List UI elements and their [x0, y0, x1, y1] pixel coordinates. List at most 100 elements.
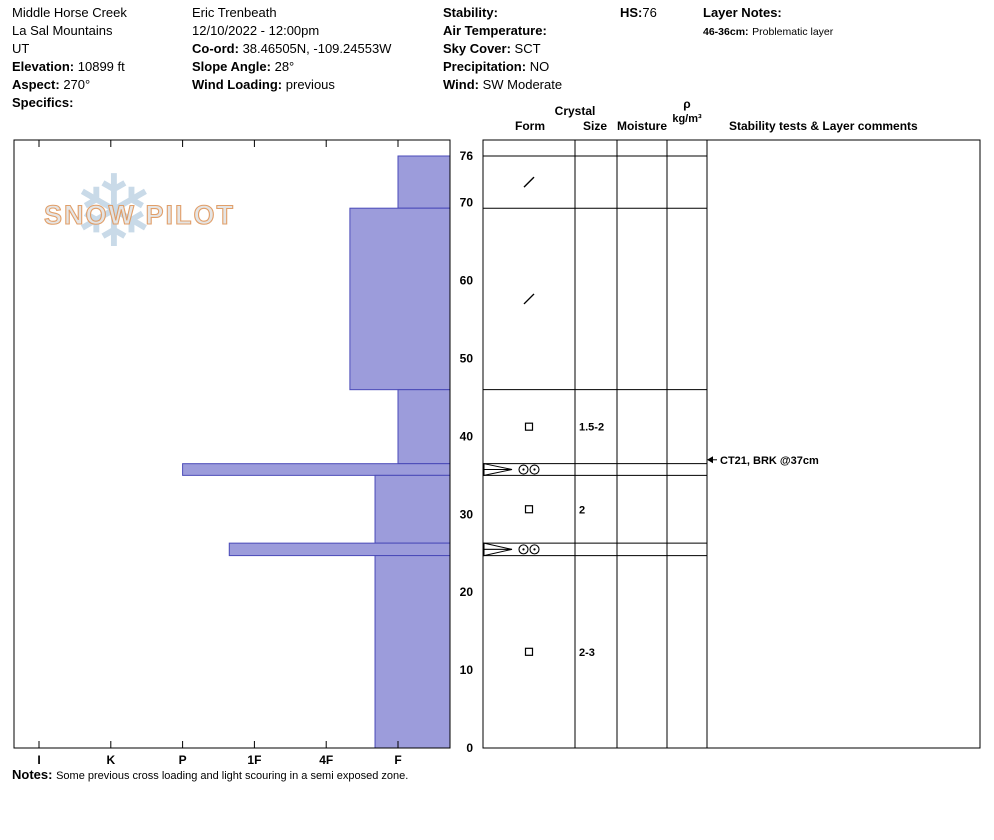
- form-column-header: Form: [515, 119, 545, 133]
- depth-axis-label: 0: [466, 741, 473, 755]
- weak-layer-flag: [483, 542, 513, 550]
- wind-loading-row: Wind Loading: previous: [192, 76, 391, 94]
- slope-angle-value: 28°: [274, 59, 295, 74]
- grain-form-decomposing-icon: [523, 176, 535, 188]
- site-name: Middle Horse Creek: [12, 5, 127, 20]
- hardness-axis-label: 4F: [319, 753, 333, 767]
- notes-text: Some previous cross loading and light sc…: [56, 770, 409, 782]
- layer-note-text: Problematic layer: [752, 26, 834, 38]
- layer-table-frame: [482, 139, 981, 749]
- aspect-label: Aspect:: [12, 77, 60, 92]
- depth-axis-label: 50: [460, 352, 474, 366]
- depth-axis-label: 30: [460, 507, 474, 521]
- hs-label: HS:: [620, 5, 643, 20]
- wind-loading-value: previous: [285, 77, 335, 92]
- observation-datetime: 12/10/2022 - 12:00pm: [192, 23, 320, 38]
- site-state: UT: [12, 41, 30, 56]
- observer-info-block: Eric Trenbeath 12/10/2022 - 12:00pm Co-o…: [192, 4, 391, 94]
- depth-axis-label: 40: [460, 429, 474, 443]
- grain-form-melt-icon-dot: [533, 548, 536, 551]
- layer-note-range: 46-36cm:: [703, 26, 749, 38]
- site-aspect-row: Aspect: 270°: [12, 76, 127, 94]
- depth-axis-label: 60: [460, 274, 474, 288]
- wind-loading-label: Wind Loading:: [192, 77, 283, 92]
- aspect-value: 270°: [63, 77, 91, 92]
- crystal-header: Crystal: [554, 104, 596, 118]
- grain-size-label: 2: [579, 504, 585, 516]
- precipitation-row: Precipitation: NO: [443, 58, 562, 76]
- elevation-value: 10899 ft: [77, 59, 125, 74]
- slope-angle-label: Slope Angle:: [192, 59, 271, 74]
- sky-cover-label: Sky Cover:: [443, 41, 511, 56]
- hardness-bar: [397, 155, 451, 209]
- hardness-axis-label: P: [179, 753, 187, 767]
- size-column-header: Size: [582, 119, 608, 133]
- coord-label: Co-ord:: [192, 41, 239, 56]
- hardness-axis-label: F: [394, 753, 401, 767]
- annotation-arrowhead-icon: [707, 456, 713, 464]
- grain-form-facet-icon: [524, 422, 534, 431]
- conditions-block: Stability: Air Temperature: Sky Cover: S…: [443, 4, 562, 94]
- density-symbol-header: ρ: [683, 97, 691, 111]
- sky-cover-row: Sky Cover: SCT: [443, 40, 562, 58]
- air-temp-label: Air Temperature:: [443, 23, 547, 38]
- grain-size-label: 1.5-2: [579, 422, 604, 434]
- precipitation-value: NO: [529, 59, 550, 74]
- elevation-label: Elevation:: [12, 59, 75, 74]
- hardness-axis-label: 1F: [247, 753, 261, 767]
- site-elevation-row: Elevation: 10899 ft: [12, 58, 127, 76]
- hardness-bar: [374, 474, 451, 544]
- hs-value: 76: [642, 5, 657, 20]
- air-temp-row: Air Temperature:: [443, 22, 562, 40]
- hardness-bar: [374, 555, 451, 749]
- grain-form-melt-icon-dot: [533, 468, 536, 471]
- coord-value: 38.46505N, -109.24553W: [242, 41, 392, 56]
- wind-value: SW Moderate: [482, 77, 563, 92]
- chart-frame: [13, 139, 451, 749]
- depth-axis-label: 76: [460, 149, 474, 163]
- density-units-header: kg/m³: [672, 113, 702, 125]
- slope-angle-row: Slope Angle: 28°: [192, 58, 391, 76]
- sky-cover-value: SCT: [514, 41, 541, 56]
- wind-label: Wind:: [443, 77, 479, 92]
- comments-column-header: Stability tests & Layer comments: [729, 119, 918, 133]
- observer-name: Eric Trenbeath: [192, 5, 277, 20]
- site-range: La Sal Mountains: [12, 23, 113, 38]
- snow-height-block: HS:76: [620, 4, 657, 22]
- site-specifics-row: Specifics:: [12, 94, 127, 112]
- depth-axis-label: 10: [460, 663, 474, 677]
- depth-axis-label: 70: [460, 196, 474, 210]
- weak-layer-flag: [483, 548, 513, 557]
- precipitation-label: Precipitation:: [443, 59, 527, 74]
- grain-form-melt-icon-dot: [522, 468, 525, 471]
- hardness-bar: [228, 542, 451, 557]
- grain-size-label: 2-3: [579, 647, 595, 659]
- coord-row: Co-ord: 38.46505N, -109.24553W: [192, 40, 391, 58]
- grain-form-facet-icon: [524, 505, 534, 514]
- grain-form-decomposing-icon: [523, 293, 535, 305]
- hardness-bar: [397, 389, 451, 465]
- notes-label: Notes:: [12, 767, 53, 782]
- stability-test-annotation: CT21, BRK @37cm: [720, 455, 819, 467]
- depth-axis-label: 20: [460, 585, 474, 599]
- layer-notes-block: Layer Notes: 46-36cm: Problematic layer: [703, 4, 833, 40]
- hardness-axis-label: I: [37, 753, 40, 767]
- stability-label: Stability:: [443, 5, 498, 20]
- site-info-block: Middle Horse Creek La Sal Mountains UT E…: [12, 4, 127, 112]
- moisture-column-header: Moisture: [616, 119, 668, 133]
- hardness-bar: [349, 207, 451, 391]
- weak-layer-flag: [483, 469, 513, 476]
- grain-form-facet-icon: [524, 647, 534, 656]
- grain-form-melt-icon-dot: [522, 548, 525, 551]
- stability-row: Stability:: [443, 4, 562, 22]
- layer-note-row: 46-36cm: Problematic layer: [703, 22, 833, 40]
- specifics-label: Specifics:: [12, 95, 74, 110]
- notes-row: Notes: Some previous cross loading and l…: [12, 767, 408, 782]
- hs-row: HS:76: [620, 4, 657, 22]
- hardness-axis-label: K: [106, 753, 115, 767]
- hardness-bar: [182, 463, 451, 476]
- layer-notes-label: Layer Notes:: [703, 5, 782, 20]
- wind-row: Wind: SW Moderate: [443, 76, 562, 94]
